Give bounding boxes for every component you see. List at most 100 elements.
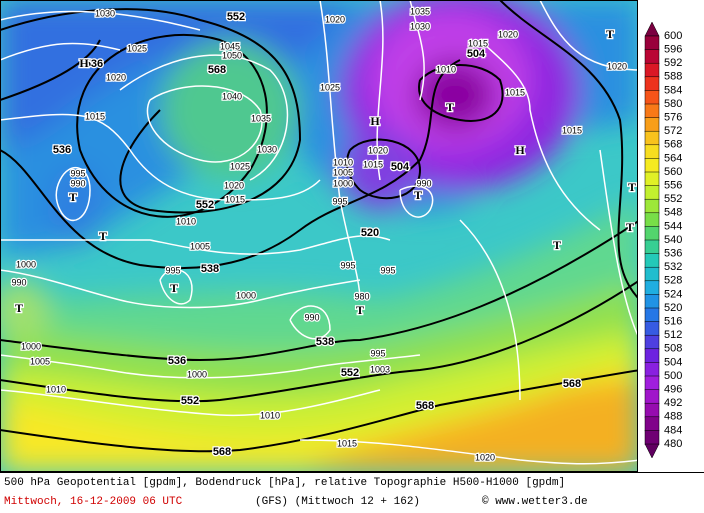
- contour-label: 1030: [95, 8, 115, 18]
- colorbar-band: [644, 212, 660, 228]
- colorbar-band: [644, 294, 660, 309]
- contour-label: 1015: [562, 125, 582, 135]
- contour-label: 520: [361, 227, 379, 239]
- colorbar-label: 492: [664, 397, 682, 409]
- colorbar-band: [644, 348, 660, 364]
- geopotential-contours: [0, 0, 638, 453]
- contour-label: 1005: [333, 167, 353, 177]
- contour-label: 995: [340, 260, 355, 270]
- colorbar-cap: [644, 21, 660, 37]
- colorbar-band: [644, 226, 660, 241]
- colorbar-label: 488: [664, 411, 682, 423]
- contour-label: 1020: [224, 180, 244, 190]
- contour-label: 552: [196, 199, 214, 211]
- pressure-center: T: [628, 180, 636, 194]
- colorbar-band: [644, 76, 660, 92]
- colorbar-label: 588: [664, 71, 682, 83]
- contour-label: 990: [416, 178, 431, 188]
- colorbar-label: 520: [664, 302, 682, 314]
- contour-label: 1010: [333, 157, 353, 167]
- contour-label: 990: [11, 277, 26, 287]
- colorbar-label: 504: [664, 356, 682, 368]
- contour-label: 1020: [607, 61, 627, 71]
- contour-label: 538: [201, 263, 219, 275]
- contour-label: 1015: [225, 194, 245, 204]
- colorbar-label: 572: [664, 125, 682, 137]
- contour-label: 568: [563, 378, 581, 390]
- pressure-center: T: [626, 220, 634, 234]
- contour-label: 1040: [222, 91, 242, 101]
- contour-label: 1035: [410, 6, 430, 16]
- colorbar-band: [644, 35, 660, 51]
- colorbar-label: 580: [664, 98, 682, 110]
- colorbar-label: 556: [664, 180, 682, 192]
- contour-label: 1000: [187, 369, 207, 379]
- pressure-center: T: [99, 229, 107, 243]
- colorbar-label: 564: [664, 152, 682, 164]
- contour-label: 552: [341, 367, 359, 379]
- colorbar-label: 544: [664, 220, 682, 232]
- colorbar-band: [644, 362, 660, 377]
- colorbar-band: [644, 144, 660, 160]
- colorbar-band: [644, 117, 660, 132]
- contour-label: 1050: [222, 50, 242, 60]
- colorbar-label: 536: [664, 248, 682, 260]
- contour-label: 1045: [220, 41, 240, 51]
- contour-label: 1000: [236, 290, 256, 300]
- contour-label: 980: [354, 291, 369, 301]
- contour-label: 1020: [325, 14, 345, 24]
- colorbar-label: 568: [664, 139, 682, 151]
- colorbar-band: [644, 158, 660, 173]
- contour-label: 1005: [190, 241, 210, 251]
- contour-label: 536: [168, 355, 186, 367]
- contour-label: 1000: [16, 259, 36, 269]
- contour-label: 995: [380, 265, 395, 275]
- colorbar-band: [644, 334, 660, 350]
- contour-label: 568: [208, 64, 226, 76]
- contour-label: 536: [85, 58, 103, 70]
- colorbar-band: [644, 402, 660, 418]
- footer-date: Mittwoch, 16-12-2009 06 UTC: [4, 496, 183, 508]
- colorbar-label: 540: [664, 234, 682, 246]
- contour-label: 1035: [251, 113, 271, 123]
- colorbar-label: 532: [664, 261, 682, 273]
- contour-label: 1025: [230, 161, 250, 171]
- colorbar-band: [644, 266, 660, 282]
- contour-label: 538: [316, 336, 334, 348]
- colorbar-label: 600: [664, 30, 682, 42]
- colorbar-label: 584: [664, 84, 682, 96]
- footer-model: (GFS) (Mittwoch 12 + 162): [255, 496, 420, 508]
- colorbar-band: [644, 185, 660, 200]
- colorbar-band: [644, 171, 660, 187]
- map-frame: [0, 0, 638, 472]
- contour-label: 552: [181, 395, 199, 407]
- pressure-center: H: [515, 143, 525, 157]
- contour-label: 504: [467, 48, 486, 60]
- contour-label: 1020: [106, 72, 126, 82]
- contour-label: 995: [332, 196, 347, 206]
- contour-label: 536: [53, 144, 71, 156]
- contour-label: 568: [416, 400, 434, 412]
- colorbar-label: 512: [664, 329, 682, 341]
- colorbar-label: 560: [664, 166, 682, 178]
- colorbar-label: 576: [664, 112, 682, 124]
- colorbar-label: 508: [664, 343, 682, 355]
- contour-label: 1025: [320, 82, 340, 92]
- colorbar-label: 484: [664, 424, 682, 436]
- contour-label: 1030: [257, 144, 277, 154]
- pressure-center: T: [356, 303, 364, 317]
- colorbar-band: [644, 90, 660, 105]
- contour-label: 504: [391, 161, 410, 173]
- pressure-center: T: [553, 238, 561, 252]
- pressure-center: T: [15, 301, 23, 315]
- colorbar-label: 552: [664, 193, 682, 205]
- pressure-center: T: [606, 27, 614, 41]
- contour-label: 1020: [498, 29, 518, 39]
- colorbar-band: [644, 253, 660, 268]
- contour-label: 1015: [505, 87, 525, 97]
- colorbar-label: 592: [664, 57, 682, 69]
